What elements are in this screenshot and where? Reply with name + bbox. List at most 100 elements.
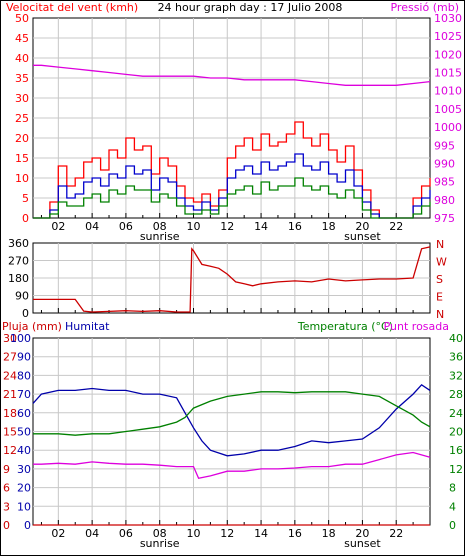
temperature-tick-label: 0 xyxy=(449,519,456,532)
compass-label: N xyxy=(436,308,444,321)
wind-tick-label: 35 xyxy=(15,72,29,85)
direction-tick-label: 90 xyxy=(15,290,29,303)
series-pressure xyxy=(33,64,431,86)
humidity-tick-label: 70 xyxy=(17,388,31,401)
humidity-tick-label: 100 xyxy=(10,332,31,345)
wind-tick-label: 25 xyxy=(15,112,29,125)
x-tick-label: 16 xyxy=(288,527,302,540)
rain-tick-label: 0 xyxy=(3,519,10,532)
pressure-tick-label: 1000 xyxy=(434,121,462,134)
temperature-tick-label: 8 xyxy=(449,482,456,495)
x-tick-label: 08 xyxy=(153,220,167,233)
temperature-tick-label: 16 xyxy=(449,444,463,457)
temperature-tick-label: 32 xyxy=(449,369,463,382)
series-dewpoint xyxy=(33,451,431,480)
dewpoint-axis-label: Punt rosada xyxy=(384,320,449,333)
compass-label: W xyxy=(436,256,447,269)
humidity-tick-label: 80 xyxy=(17,369,31,382)
rain-humidity-temp-panel: Pluja (mm) Humitat Temperatura (°C) Punt… xyxy=(2,320,463,550)
temperature-tick-label: 28 xyxy=(449,388,463,401)
wind-tick-label: 10 xyxy=(15,172,29,185)
pressure-tick-label: 980 xyxy=(434,194,455,207)
rain-tick-label: 9 xyxy=(3,463,10,476)
x-tick-label: 20 xyxy=(355,220,369,233)
marker-sunset: sunset xyxy=(344,537,381,550)
rain-axis-label: Pluja (mm) xyxy=(2,320,62,333)
wind-tick-label: 20 xyxy=(15,132,29,145)
rain-tick-label: 3 xyxy=(3,500,10,513)
series-wind_avg xyxy=(33,153,431,219)
humidity-tick-label: 0 xyxy=(24,519,31,532)
wind-tick-label: 30 xyxy=(15,92,29,105)
compass-label: N xyxy=(436,238,444,251)
x-tick-label: 06 xyxy=(119,220,133,233)
temperature-tick-label: 40 xyxy=(449,332,463,345)
humidity-tick-label: 60 xyxy=(17,407,31,420)
x-tick-label: 02 xyxy=(51,527,65,540)
marker-sunrise: sunrise xyxy=(140,537,180,550)
series-direction xyxy=(33,246,431,313)
wind-tick-label: 0 xyxy=(22,212,29,225)
humidity-tick-label: 10 xyxy=(17,500,31,513)
rain-tick-label: 21 xyxy=(3,388,17,401)
rain-tick-label: 15 xyxy=(3,426,17,439)
x-tick-label: 02 xyxy=(51,220,65,233)
wind-axis-label: Velocitat del vent (kmh) xyxy=(6,1,138,14)
x-tick-label: 08 xyxy=(153,527,167,540)
rain-tick-label: 12 xyxy=(3,444,17,457)
wind-tick-label: 45 xyxy=(15,32,29,45)
wind-tick-label: 40 xyxy=(15,52,29,65)
rain-tick-label: 18 xyxy=(3,407,17,420)
wind-tick-label: 15 xyxy=(15,152,29,165)
pressure-tick-label: 995 xyxy=(434,139,455,152)
x-tick-label: 06 xyxy=(119,527,133,540)
pressure-axis-label: Pressió (mb) xyxy=(390,1,459,14)
compass-label: E xyxy=(436,291,443,304)
x-tick-label: 12 xyxy=(220,220,234,233)
series-wind_min xyxy=(33,177,431,219)
temperature-tick-label: 12 xyxy=(449,463,463,476)
temperature-tick-label: 36 xyxy=(449,351,463,364)
compass-label: S xyxy=(436,273,443,286)
pressure-tick-label: 985 xyxy=(434,176,455,189)
x-tick-label: 04 xyxy=(85,527,99,540)
pressure-tick-label: 975 xyxy=(434,212,455,225)
series-temperature xyxy=(33,391,431,436)
wind-tick-label: 50 xyxy=(15,12,29,25)
temperature-axis-label: Temperatura (°C) xyxy=(297,320,393,333)
x-tick-label: 10 xyxy=(186,527,200,540)
x-tick-label: 12 xyxy=(220,527,234,540)
rain-tick-label: 6 xyxy=(3,482,10,495)
wind-pressure-panel: Velocitat del vent (kmh) 24 hour graph d… xyxy=(6,1,462,243)
direction-tick-label: 0 xyxy=(22,307,29,320)
x-tick-label: 14 xyxy=(254,220,268,233)
pressure-tick-label: 1030 xyxy=(434,12,462,25)
x-tick-label: 18 xyxy=(322,220,336,233)
x-tick-label: 04 xyxy=(85,220,99,233)
direction-tick-label: 270 xyxy=(8,255,29,268)
direction-tick-label: 360 xyxy=(8,237,29,250)
temperature-tick-label: 24 xyxy=(449,407,463,420)
pressure-tick-label: 1020 xyxy=(434,48,462,61)
pressure-tick-label: 1015 xyxy=(434,67,462,80)
x-tick-label: 18 xyxy=(322,527,336,540)
humidity-axis-label: Humitat xyxy=(65,320,110,333)
pressure-tick-label: 990 xyxy=(434,157,455,170)
x-tick-label: 10 xyxy=(186,220,200,233)
pressure-tick-label: 1025 xyxy=(434,30,462,43)
humidity-tick-label: 30 xyxy=(17,463,31,476)
x-tick-label: 20 xyxy=(355,527,369,540)
rain-tick-label: 24 xyxy=(3,369,17,382)
wind-tick-label: 5 xyxy=(22,192,29,205)
x-tick-label: 22 xyxy=(389,527,403,540)
x-tick-label: 16 xyxy=(288,220,302,233)
humidity-tick-label: 40 xyxy=(17,444,31,457)
marker-sunset: sunset xyxy=(344,230,381,243)
series-humidity xyxy=(32,383,431,457)
marker-sunrise: sunrise xyxy=(140,230,180,243)
humidity-tick-label: 90 xyxy=(17,351,31,364)
pressure-tick-label: 1010 xyxy=(434,85,462,98)
